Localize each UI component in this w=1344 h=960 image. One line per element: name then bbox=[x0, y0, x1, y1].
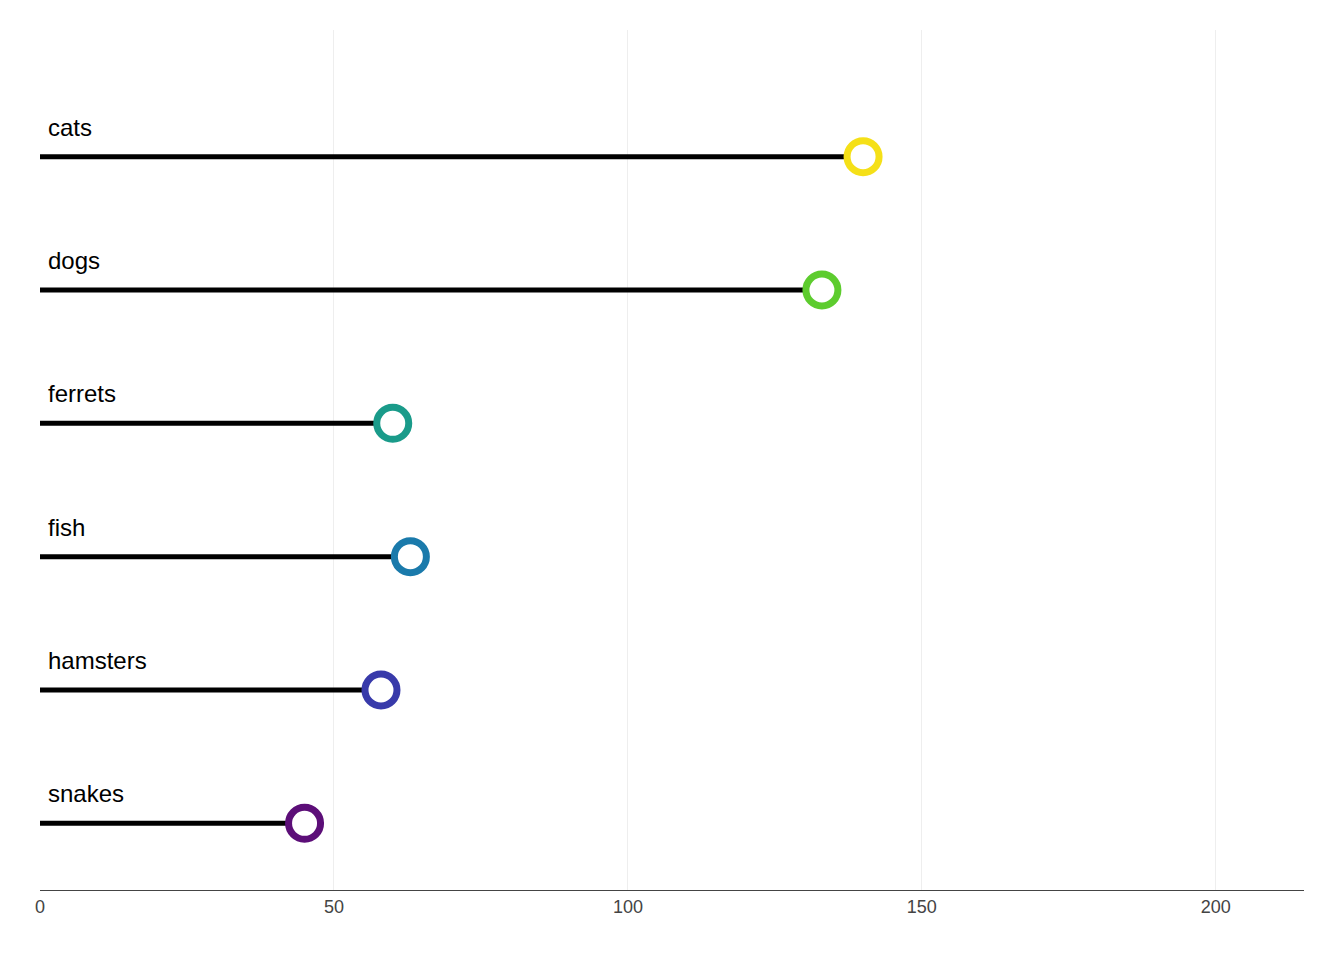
svg-text:0: 0 bbox=[35, 897, 45, 917]
svg-text:fish: fish bbox=[48, 514, 85, 541]
svg-text:cats: cats bbox=[48, 114, 92, 141]
svg-text:50: 50 bbox=[324, 897, 344, 917]
svg-text:snakes: snakes bbox=[48, 780, 124, 807]
svg-text:hamsters: hamsters bbox=[48, 647, 147, 674]
svg-text:100: 100 bbox=[613, 897, 643, 917]
svg-text:200: 200 bbox=[1201, 897, 1231, 917]
svg-text:ferrets: ferrets bbox=[48, 380, 116, 407]
svg-text:dogs: dogs bbox=[48, 247, 100, 274]
svg-text:150: 150 bbox=[907, 897, 937, 917]
